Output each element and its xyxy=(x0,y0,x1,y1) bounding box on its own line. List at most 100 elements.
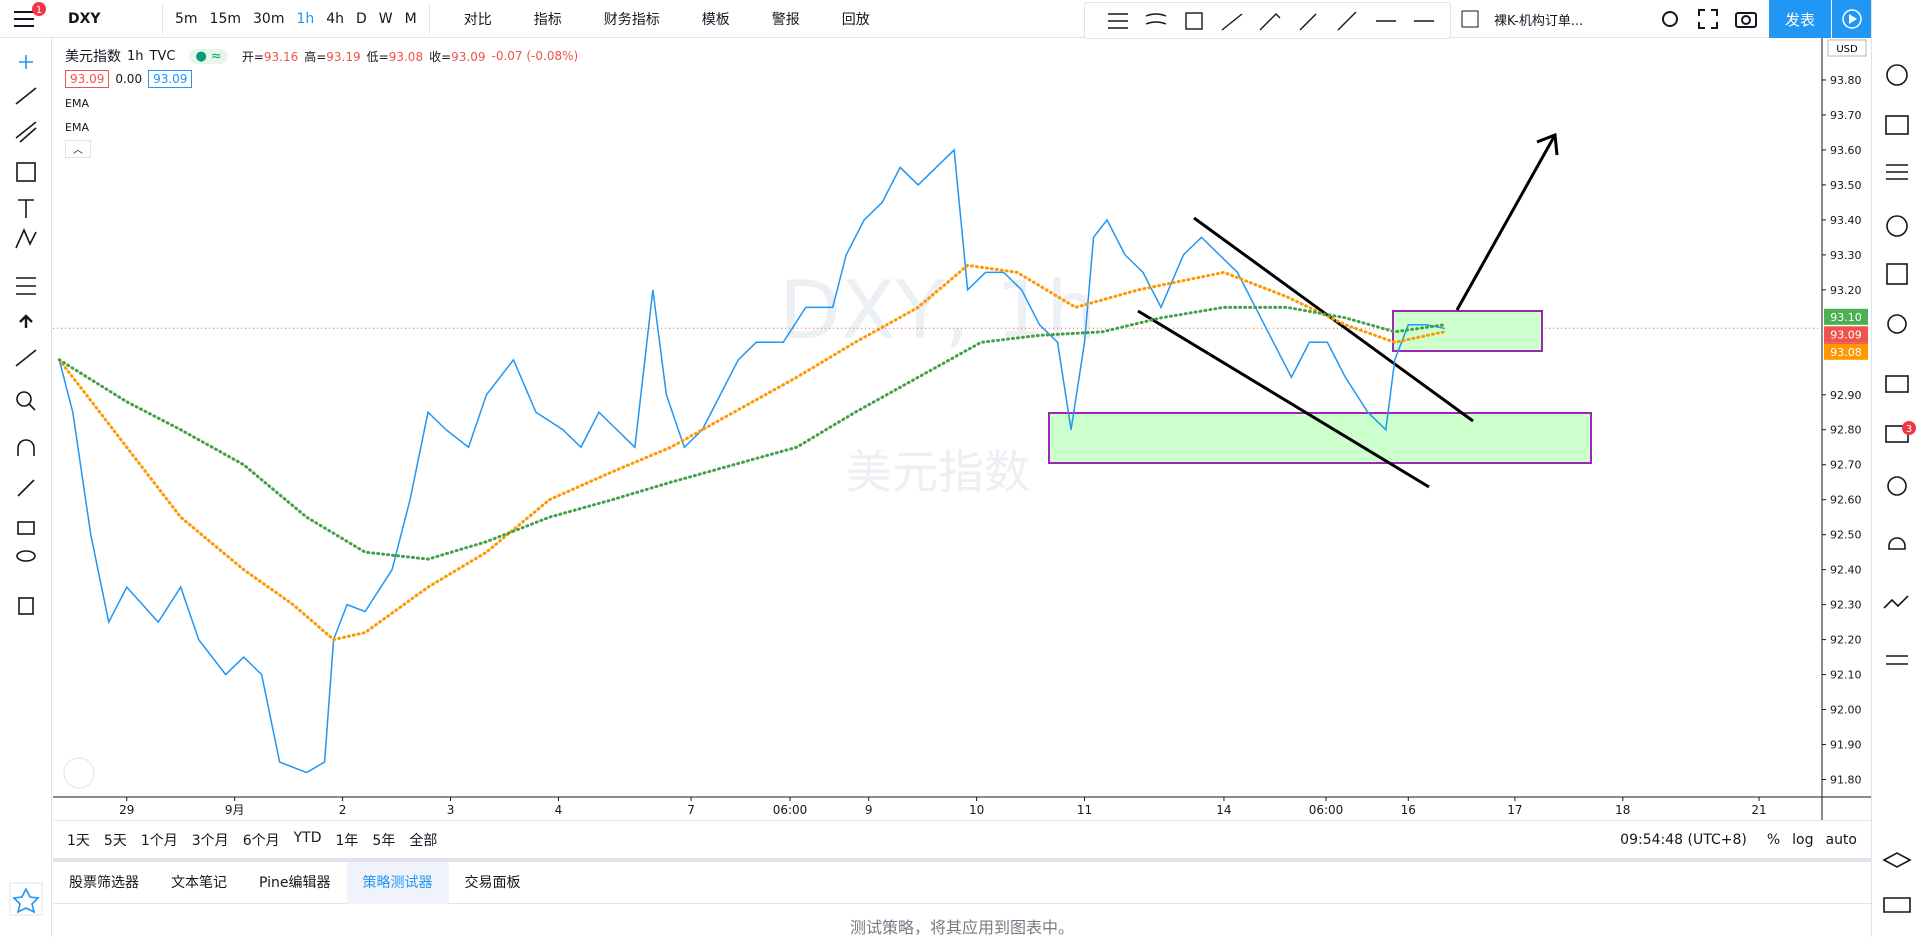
interval-button[interactable]: W xyxy=(373,11,399,27)
y-tick-label: 91.80 xyxy=(1830,774,1862,787)
panel-tab[interactable]: Pine编辑器 xyxy=(243,862,347,904)
y-tick-label: 92.30 xyxy=(1830,599,1862,612)
scale-option[interactable]: auto xyxy=(1825,832,1857,848)
user-drawings xyxy=(1049,135,1591,487)
ohlc-item: 收=93.09 xyxy=(429,48,485,65)
range-button[interactable]: 全部 xyxy=(409,830,437,850)
interval-button[interactable]: 1h xyxy=(290,11,320,27)
x-tick-label: 29 xyxy=(119,803,134,817)
exchange: TVC xyxy=(150,49,176,64)
x-tick-label: 21 xyxy=(1751,803,1766,817)
publish-button[interactable]: 发表 xyxy=(1769,0,1831,38)
scale-option[interactable]: log xyxy=(1792,832,1813,848)
x-tick-label: 7 xyxy=(687,803,695,817)
separator xyxy=(162,4,163,34)
y-tick-label: 92.10 xyxy=(1830,669,1862,682)
collapse[interactable]: ︿ xyxy=(65,140,91,158)
range-button[interactable]: 5天 xyxy=(104,830,127,850)
logo xyxy=(64,758,94,788)
range-button[interactable]: 1个月 xyxy=(141,830,178,850)
x-tick-label: 11 xyxy=(1077,803,1092,817)
y-tick-label: 92.40 xyxy=(1830,564,1862,577)
symbol-name: 美元指数 xyxy=(65,46,121,66)
interval-button[interactable]: D xyxy=(350,11,373,27)
x-tick-label: 9 xyxy=(865,803,873,817)
watermark-symbol: DXY, 1h xyxy=(779,264,1097,357)
toolbar-button[interactable]: 回放 xyxy=(814,9,884,29)
toolbar-button[interactable]: 警报 xyxy=(744,9,814,29)
x-tick-label: 10 xyxy=(969,803,984,817)
chat-badge: 3 xyxy=(1905,424,1911,435)
panel-tab[interactable]: 策略测试器 xyxy=(347,862,449,904)
price-label: 93.08 xyxy=(1830,346,1862,359)
toolbar-buttons: 对比指标财务指标模板警报回放 xyxy=(436,9,884,29)
change: -0.07 (-0.08%) xyxy=(492,49,579,63)
symbol[interactable]: DXY xyxy=(60,11,156,27)
settings-icon[interactable] xyxy=(1658,7,1682,31)
toolbar-button[interactable]: 对比 xyxy=(436,9,506,29)
price-label: 93.09 xyxy=(1830,328,1862,341)
widget-bar[interactable]: 3 xyxy=(1872,0,1920,937)
y-tick-label: 92.20 xyxy=(1830,634,1862,647)
y-tick-label: 93.80 xyxy=(1830,74,1862,87)
range-button[interactable]: 6个月 xyxy=(243,830,280,850)
ohlc-value: 93.09 xyxy=(451,50,485,64)
toolbar-button[interactable]: 模板 xyxy=(674,9,744,29)
ohlc-item: 开=93.16 xyxy=(242,48,298,65)
x-tick-label: 9月 xyxy=(225,803,245,817)
toolbar-button[interactable]: 财务指标 xyxy=(576,9,674,29)
x-tick-label: 3 xyxy=(447,803,455,817)
ranges: 1天 5天 1个月 3个月 6个月 YTD 1年 5年全部 xyxy=(67,830,451,850)
scale-option[interactable]: % xyxy=(1767,832,1780,848)
y-tick-label: 93.30 xyxy=(1830,249,1862,262)
ohlc-key: 高= xyxy=(304,50,326,64)
zone xyxy=(1393,311,1542,351)
drawing-sidebar[interactable] xyxy=(0,38,52,937)
range-button[interactable]: 5年 xyxy=(372,830,395,850)
fullscreen-icon[interactable] xyxy=(1696,7,1720,31)
indicator-name: EMA xyxy=(65,92,578,116)
interval-button[interactable]: 5m xyxy=(169,11,204,27)
snapshot-icon[interactable] xyxy=(1734,7,1758,31)
ohlc-key: 低= xyxy=(367,50,389,64)
range-button[interactable]: 1天 xyxy=(67,830,90,850)
range-button[interactable]: YTD xyxy=(294,830,322,850)
left-toolbar xyxy=(0,38,52,937)
toolbar-button[interactable]: 指标 xyxy=(506,9,576,29)
x-tick-label: 2 xyxy=(339,803,347,817)
interval-button[interactable]: 30m xyxy=(247,11,290,27)
y-tick-label: 93.50 xyxy=(1830,179,1862,192)
ohlc-key: 开= xyxy=(242,50,264,64)
rectangle-icon[interactable] xyxy=(1460,9,1480,29)
range-button[interactable]: 1年 xyxy=(336,830,359,850)
y-tick-label: 93.70 xyxy=(1830,109,1862,122)
panel-tab[interactable]: 文本笔记 xyxy=(155,862,243,904)
range-button[interactable]: 3个月 xyxy=(192,830,229,850)
price-label: 93.10 xyxy=(1830,311,1862,324)
panel-tab[interactable]: 股票筛选器 xyxy=(53,862,155,904)
ohlc-item: 低=93.08 xyxy=(367,48,423,65)
spread: 0.00 xyxy=(115,72,142,86)
panel-tab[interactable]: 交易面板 xyxy=(449,862,537,904)
replay-button[interactable] xyxy=(1831,0,1871,38)
interval-button[interactable]: M xyxy=(399,11,423,27)
y-tick-label: 92.70 xyxy=(1830,459,1862,472)
ask: 93.09 xyxy=(148,70,192,88)
drawing-tools[interactable] xyxy=(1088,6,1448,36)
menu[interactable]: 1 xyxy=(0,0,52,38)
x-tick-label: 14 xyxy=(1216,803,1231,817)
interval-button[interactable]: 4h xyxy=(320,11,350,27)
interval-button[interactable]: 15m xyxy=(204,11,247,27)
clock: 09:54:48 (UTC+8) xyxy=(1620,832,1747,848)
layout-name[interactable]: 裸K-机构订单... xyxy=(1494,10,1644,29)
x-tick-label: 06:00 xyxy=(773,803,808,817)
menu-icon: 1 xyxy=(6,0,46,38)
x-tick-label: 16 xyxy=(1401,803,1416,817)
